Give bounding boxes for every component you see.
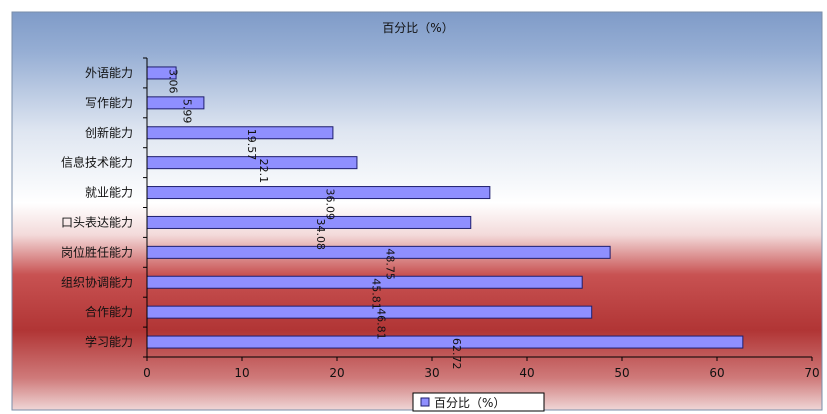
category-label: 学习能力 [85, 334, 133, 349]
category-label: 写作能力 [85, 96, 133, 110]
legend-box [412, 392, 545, 412]
value-label: 22.1 [257, 159, 270, 184]
legend-swatch [420, 397, 430, 407]
category-label: 合作能力 [85, 304, 133, 319]
bar [146, 186, 491, 200]
value-label: 46.81 [374, 308, 387, 340]
legend: 百分比（%） [412, 392, 545, 412]
category-label: 信息技术能力 [61, 155, 133, 170]
bar [146, 215, 472, 229]
bar [146, 335, 744, 349]
category-label: 口头表达能力 [61, 215, 133, 229]
category-label: 创新能力 [85, 125, 133, 140]
x-tick-label: 60 [709, 366, 724, 380]
x-tick-label: 40 [519, 366, 534, 380]
bar [146, 245, 611, 259]
x-tick-label: 30 [424, 366, 439, 380]
category-label: 就业能力 [85, 186, 133, 200]
category-labels: 外语能力写作能力创新能力信息技术能力就业能力口头表达能力岗位胜任能力组织协调能力… [61, 57, 147, 358]
chart-title: 百分比（%） [382, 21, 453, 35]
bar [146, 305, 593, 319]
chart-background [11, 11, 823, 411]
value-label: 48.75 [384, 248, 397, 280]
bar [146, 126, 334, 140]
bar [146, 275, 583, 289]
x-tick-label: 50 [614, 366, 629, 380]
value-label: 36.09 [323, 189, 336, 221]
value-label: 5.99 [180, 99, 193, 124]
legend-label: 百分比（%） [434, 396, 505, 410]
x-tick-label: 70 [804, 366, 819, 380]
category-label: 组织协调能力 [61, 274, 133, 289]
bars [146, 66, 744, 349]
category-label: 外语能力 [85, 66, 133, 80]
x-ticks: 0 10 20 30 40 50 60 70 [143, 357, 820, 380]
x-tick-label: 20 [329, 366, 344, 380]
x-tick-label: 0 [143, 366, 151, 380]
x-tick-label: 10 [234, 366, 249, 380]
bar [146, 96, 205, 110]
value-label: 34.08 [314, 218, 327, 250]
value-label: 45.81 [370, 278, 383, 310]
value-label: 3.06 [167, 69, 180, 94]
value-label: 19.57 [245, 129, 258, 161]
category-label: 岗位胜任能力 [61, 244, 133, 259]
value-label: 62.72 [450, 338, 463, 370]
